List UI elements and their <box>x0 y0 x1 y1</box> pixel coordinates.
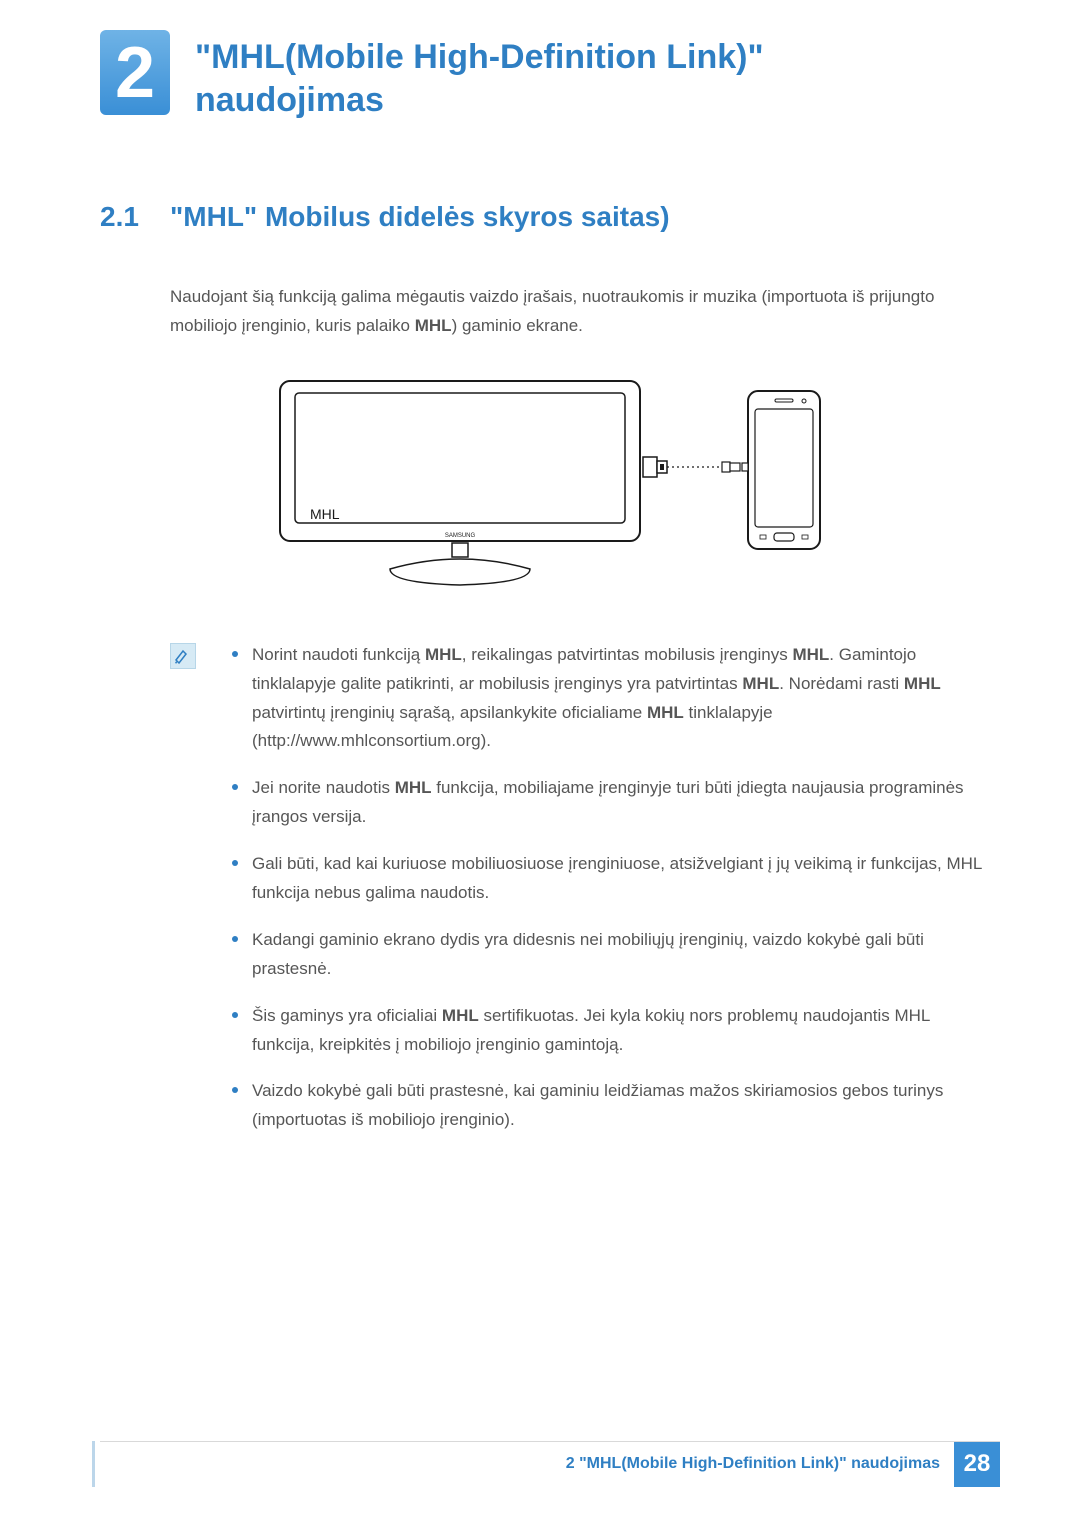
chapter-title-line1: "MHL(Mobile High-Definition Link)" <box>195 38 764 76</box>
footer-page-number: 28 <box>954 1441 1000 1487</box>
footer-text: 2 "MHL(Mobile High-Definition Link)" nau… <box>566 1455 940 1473</box>
chapter-badge: 2 <box>100 30 170 115</box>
note-icon <box>170 643 196 669</box>
note-block: Norint naudoti funkciją MHL, reikalingas… <box>170 641 990 1153</box>
note-item: Vaizdo kokybė gali būti prastesnė, kai g… <box>226 1077 990 1135</box>
diagram-brand-label: SAMSUNG <box>445 533 476 539</box>
chapter-header: 2 "MHL(Mobile High-Definition Link)" nau… <box>100 30 1000 121</box>
note-item: Kadangi gaminio ekrano dydis yra didesni… <box>226 926 990 984</box>
section-number: 2.1 <box>100 201 170 233</box>
section-heading: 2.1 "MHL" Mobilus didelės skyros saitas) <box>100 201 1000 233</box>
connection-diagram: MHL SAMSUNG <box>100 371 1000 601</box>
footer-divider <box>100 1441 1000 1442</box>
chapter-title-line2: naudojimas <box>195 81 384 119</box>
intro-paragraph: Naudojant šią funkciją galima mėgautis v… <box>170 283 990 341</box>
diagram-port-label: MHL <box>310 506 340 522</box>
note-item: Jei norite naudotis MHL funkcija, mobili… <box>226 774 990 832</box>
intro-post: ) gaminio ekrane. <box>452 316 583 335</box>
chapter-number: 2 <box>115 37 155 109</box>
chapter-title: "MHL(Mobile High-Definition Link)" naudo… <box>195 30 764 121</box>
section-title: "MHL" Mobilus didelės skyros saitas) <box>170 201 670 233</box>
note-list: Norint naudoti funkciją MHL, reikalingas… <box>226 641 990 1153</box>
intro-bold: MHL <box>415 316 452 335</box>
note-item: Gali būti, kad kai kuriuose mobiliuosiuo… <box>226 850 990 908</box>
page-footer: 2 "MHL(Mobile High-Definition Link)" nau… <box>0 1441 1080 1487</box>
note-item: Šis gaminys yra oficialiai MHL sertifiku… <box>226 1002 990 1060</box>
note-item: Norint naudoti funkciją MHL, reikalingas… <box>226 641 990 757</box>
diagram-svg: MHL SAMSUNG <box>270 371 830 601</box>
